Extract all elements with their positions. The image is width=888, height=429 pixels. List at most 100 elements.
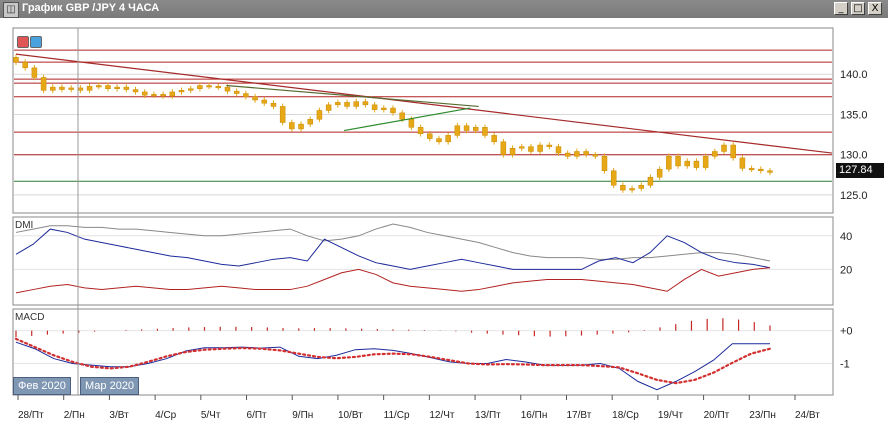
candle-body (224, 86, 231, 92)
macd-pane: +0 -1 (14, 318, 853, 391)
candle-body (592, 154, 599, 157)
candle-body (721, 144, 727, 152)
maximize-button[interactable]: □ (851, 2, 865, 15)
candle-body (767, 170, 773, 173)
candle-body (638, 185, 645, 189)
candle-body (31, 67, 38, 78)
candle-body (427, 133, 433, 139)
candle-body (537, 144, 543, 152)
x-tick-label: 6/Пт (247, 410, 268, 421)
candle-body (454, 125, 461, 136)
candle-body (381, 107, 387, 110)
close-button[interactable]: X (868, 2, 882, 15)
candle-body (702, 156, 709, 168)
candle-body (298, 123, 304, 130)
candle-body (693, 160, 700, 168)
x-tick-label: 12/Чт (429, 410, 455, 421)
x-tick-label: 5/Чт (201, 410, 221, 421)
candle-body (59, 86, 65, 90)
last-price-tag: 127.84 (836, 163, 884, 178)
candle-body (610, 170, 617, 186)
candle-body (390, 107, 396, 114)
candle-body (261, 99, 268, 104)
candle-body (344, 102, 350, 107)
candle-body (215, 86, 222, 89)
candle-body (748, 168, 755, 171)
period-label-mar: Мар 2020 (80, 377, 140, 395)
trend-line (15, 53, 833, 154)
x-tick-label: 24/Вт (795, 410, 820, 421)
candle-body (77, 87, 84, 91)
candle-body (178, 90, 185, 93)
x-tick-label: 28/Пт (18, 410, 44, 421)
candle-body (601, 156, 608, 172)
blue-color-button[interactable] (30, 36, 42, 48)
candle-body (463, 125, 470, 131)
candle-body (123, 86, 130, 90)
dmi-series-line (15, 267, 771, 294)
macd-tick-label: +0 (840, 326, 853, 338)
minimize-button[interactable]: _ (834, 2, 848, 15)
candle-body (151, 94, 157, 97)
candle-body (270, 102, 277, 107)
candle-body (491, 135, 497, 143)
candle-body (307, 119, 313, 125)
candle-body (629, 188, 635, 191)
candle-body (518, 146, 525, 149)
window-title: График GBP /JPY 4 ЧАСА (22, 2, 160, 14)
candle-body (233, 90, 240, 94)
trend-line (343, 107, 471, 132)
red-color-button[interactable] (17, 36, 29, 48)
x-tick-label: 19/Чт (658, 410, 684, 421)
macd-signal-line (14, 337, 772, 385)
candle-body (187, 88, 194, 91)
dmi-pane-frame (12, 216, 834, 306)
price-tick-label: 130.0 (840, 150, 868, 162)
candle-body (50, 86, 56, 91)
macd-tick-label: -1 (840, 358, 850, 370)
dmi-tick-label: 40 (840, 231, 852, 243)
candle-body (289, 122, 295, 130)
candle-body (482, 127, 488, 136)
candle-body (528, 146, 534, 152)
candle-body (335, 102, 341, 106)
candle-body (656, 168, 663, 178)
chart-app-icon: ◫ (3, 2, 19, 18)
candle-body (13, 57, 19, 63)
candle-body (22, 61, 28, 69)
price-tick-label: 125.0 (840, 190, 868, 202)
x-tick-label: 2/Пн (64, 410, 85, 421)
candle-body (371, 104, 378, 110)
candle-body (243, 93, 249, 98)
macd-pane-frame (12, 308, 834, 396)
price-tick-label: 140.0 (840, 69, 868, 81)
dmi-series-line (15, 223, 771, 262)
price-tick-label: 135.0 (840, 109, 868, 121)
candle-body (436, 138, 442, 143)
candle-body (417, 127, 424, 135)
candle-body (730, 144, 736, 159)
candle-body (555, 146, 562, 154)
candle-body (712, 151, 718, 157)
candle-body (583, 151, 589, 155)
candle-body (564, 152, 571, 157)
x-tick-label: 11/Ср (384, 410, 410, 421)
x-tick-label: 18/Ср (612, 410, 639, 421)
candle-body (132, 89, 139, 93)
candle-body (114, 86, 120, 89)
candle-body (141, 91, 148, 96)
candle-body (758, 168, 764, 172)
dmi-series-line (15, 228, 771, 270)
candle-body (96, 85, 102, 88)
price-pane-frame (12, 27, 834, 214)
x-tick-label: 4/Ср (155, 410, 177, 421)
candle-body (316, 110, 323, 120)
macd-label: MACD (15, 312, 45, 323)
candle-body (40, 77, 47, 91)
candle-body (325, 104, 332, 111)
candle-body (86, 86, 93, 91)
trend-line (226, 84, 479, 108)
candle-body (353, 101, 359, 107)
